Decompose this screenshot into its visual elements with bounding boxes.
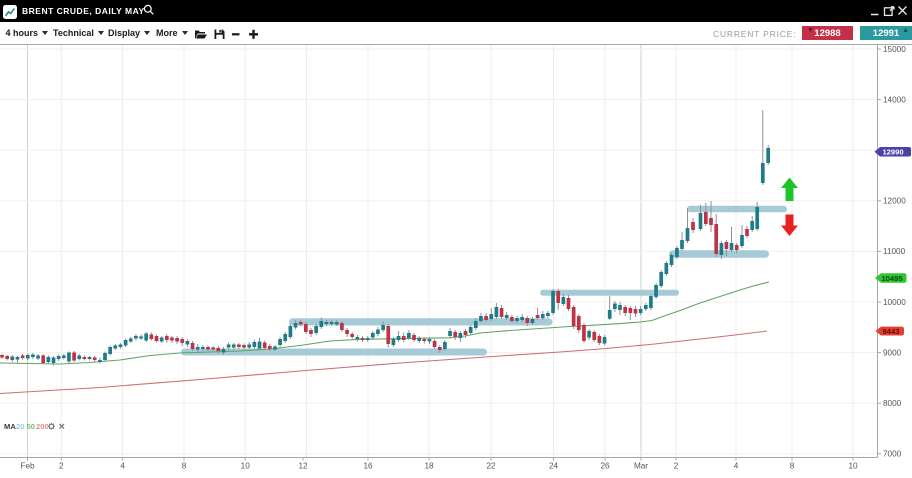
svg-text:24: 24: [549, 462, 559, 471]
svg-text:7000: 7000: [883, 450, 902, 459]
svg-text:16: 16: [363, 462, 373, 471]
svg-text:2: 2: [59, 462, 64, 471]
svg-text:50: 50: [27, 422, 35, 431]
svg-text:12000: 12000: [883, 197, 906, 206]
svg-text:10: 10: [241, 462, 251, 471]
svg-text:10: 10: [848, 462, 858, 471]
svg-text:10495: 10495: [881, 274, 903, 283]
svg-text:8: 8: [182, 462, 187, 471]
svg-text:11000: 11000: [883, 247, 906, 256]
svg-text:18: 18: [424, 462, 434, 471]
svg-text:4: 4: [120, 462, 125, 471]
svg-text:9000: 9000: [883, 348, 902, 357]
svg-text:20: 20: [16, 422, 24, 431]
svg-text:12990: 12990: [882, 148, 903, 157]
svg-text:MA: MA: [4, 422, 16, 431]
svg-text:8000: 8000: [883, 399, 902, 408]
svg-text:9443: 9443: [883, 327, 900, 336]
svg-text:Feb: Feb: [20, 462, 35, 471]
svg-text:Mar: Mar: [634, 462, 648, 471]
svg-text:4: 4: [734, 462, 739, 471]
svg-text:22: 22: [486, 462, 496, 471]
svg-text:200: 200: [36, 422, 49, 431]
svg-text:14000: 14000: [883, 95, 906, 104]
svg-text:12: 12: [298, 462, 308, 471]
svg-text:2: 2: [674, 462, 679, 471]
svg-text:26: 26: [600, 462, 610, 471]
svg-text:15000: 15000: [883, 45, 906, 54]
svg-text:10000: 10000: [883, 298, 906, 307]
svg-text:8: 8: [790, 462, 795, 471]
